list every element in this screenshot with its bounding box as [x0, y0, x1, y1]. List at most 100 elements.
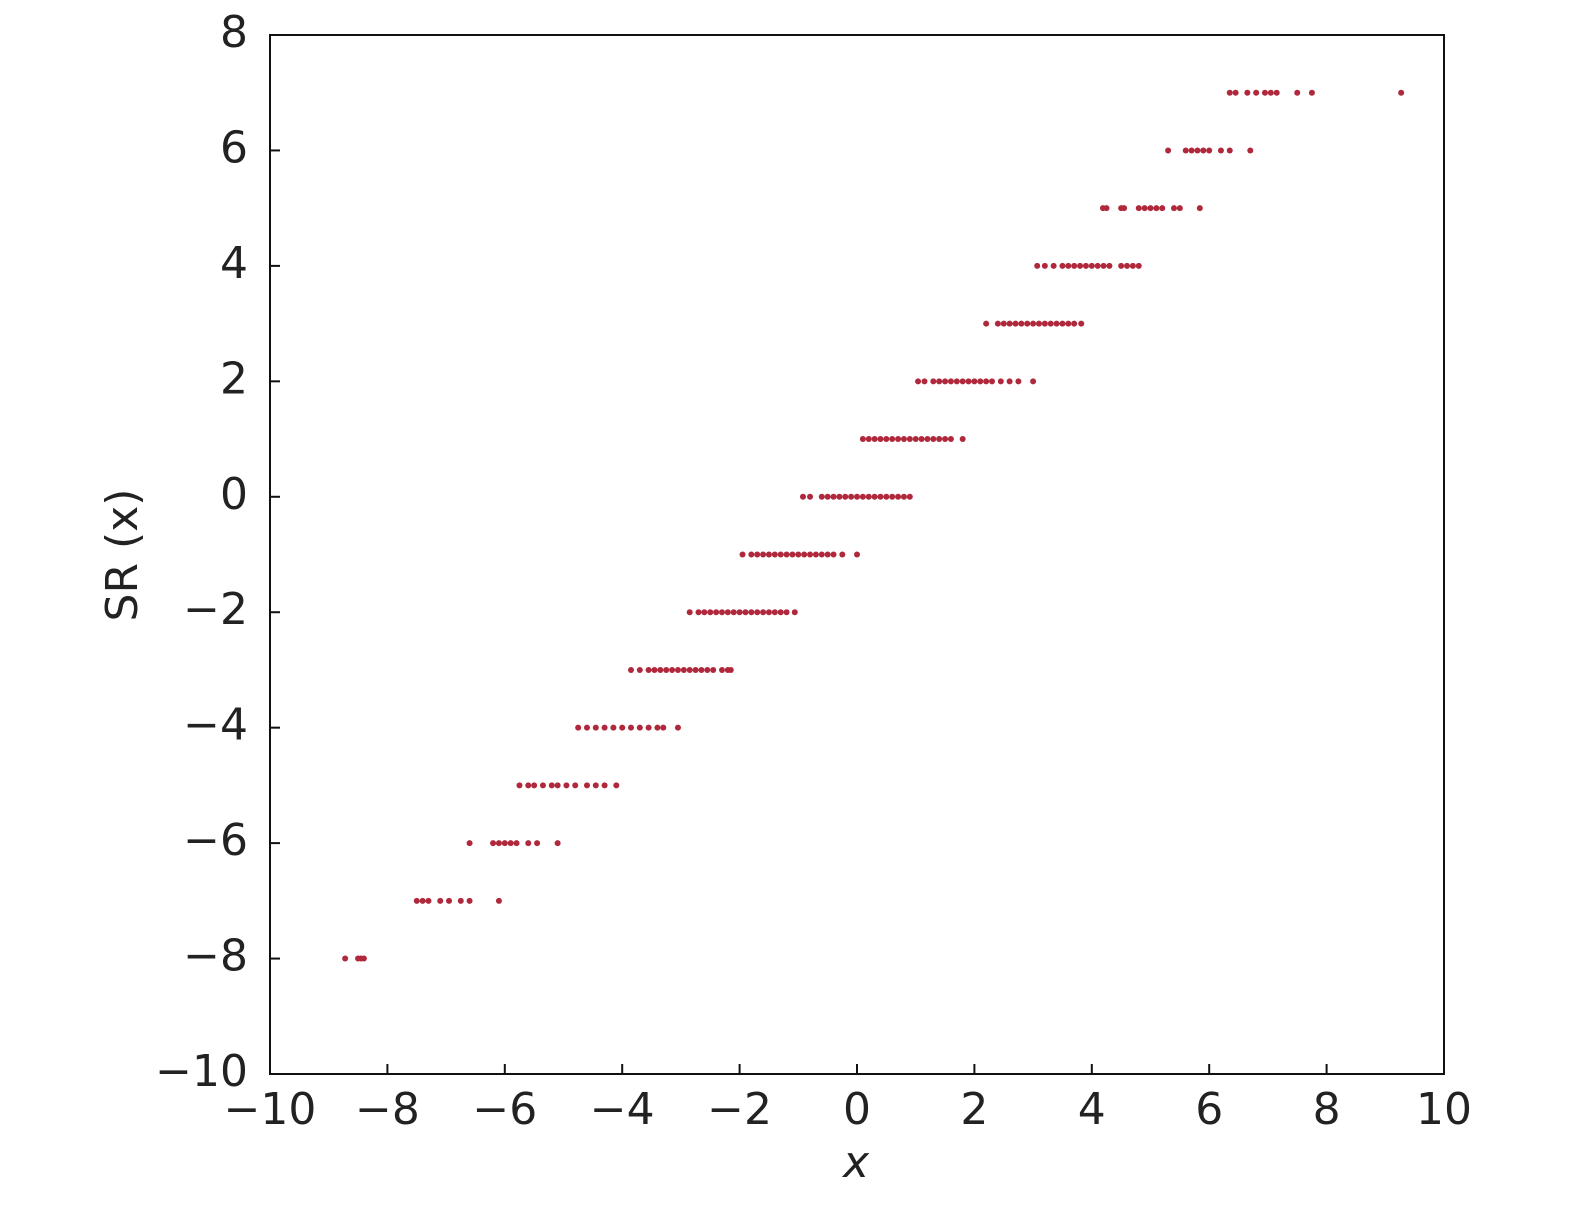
- point: [1196, 205, 1203, 212]
- point: [959, 436, 966, 443]
- y-tick-label: −4: [183, 700, 248, 751]
- point: [989, 378, 996, 385]
- point: [930, 436, 937, 443]
- x-tick-label: 4: [1078, 1084, 1106, 1135]
- point: [1000, 320, 1007, 327]
- point: [1100, 262, 1107, 269]
- point: [525, 782, 532, 789]
- x-tick-label: 0: [843, 1084, 871, 1135]
- point: [900, 436, 907, 443]
- point: [871, 493, 878, 500]
- point: [824, 551, 831, 558]
- point: [1077, 262, 1084, 269]
- point: [1059, 320, 1066, 327]
- point: [818, 493, 825, 500]
- point: [1071, 320, 1078, 327]
- point: [1050, 262, 1057, 269]
- point: [754, 609, 761, 616]
- y-tick-label: −2: [183, 584, 248, 635]
- point: [865, 436, 872, 443]
- point: [466, 840, 473, 847]
- x-axis-label: x: [841, 1137, 870, 1188]
- point: [1059, 262, 1066, 269]
- point: [1308, 89, 1315, 96]
- point: [548, 782, 555, 789]
- point: [628, 666, 635, 673]
- point: [1159, 205, 1166, 212]
- point: [1244, 89, 1251, 96]
- point: [730, 609, 737, 616]
- point: [771, 551, 778, 558]
- point: [936, 436, 943, 443]
- point: [1047, 320, 1054, 327]
- point: [1006, 378, 1013, 385]
- point: [748, 551, 755, 558]
- point: [977, 378, 984, 385]
- point: [507, 840, 514, 847]
- point: [1041, 262, 1048, 269]
- point: [971, 378, 978, 385]
- point: [657, 666, 664, 673]
- point: [936, 378, 943, 385]
- point: [812, 551, 819, 558]
- point: [601, 724, 608, 731]
- point: [437, 897, 444, 904]
- point: [601, 782, 608, 789]
- point: [1065, 320, 1072, 327]
- point: [801, 551, 808, 558]
- point: [1006, 320, 1013, 327]
- point: [1188, 147, 1195, 154]
- point: [865, 493, 872, 500]
- point: [1065, 262, 1072, 269]
- point: [1030, 378, 1037, 385]
- point: [1226, 147, 1233, 154]
- point: [1135, 262, 1142, 269]
- point: [619, 724, 626, 731]
- point: [636, 666, 643, 673]
- point: [1018, 320, 1025, 327]
- point: [859, 436, 866, 443]
- point: [906, 436, 913, 443]
- point: [791, 609, 798, 616]
- x-tick-label: 8: [1313, 1084, 1341, 1135]
- point: [807, 493, 814, 500]
- point: [947, 436, 954, 443]
- point: [924, 436, 931, 443]
- x-tick-label: −10: [224, 1084, 317, 1135]
- point: [918, 436, 925, 443]
- point: [799, 493, 806, 500]
- point: [953, 378, 960, 385]
- point: [495, 897, 502, 904]
- point: [947, 378, 954, 385]
- point: [1118, 262, 1125, 269]
- y-tick-label: −6: [183, 815, 248, 866]
- point: [1398, 89, 1405, 96]
- point: [1135, 205, 1142, 212]
- point: [425, 897, 432, 904]
- point: [575, 724, 582, 731]
- x-tick-label: −6: [472, 1084, 537, 1135]
- point: [466, 897, 473, 904]
- point: [854, 551, 860, 558]
- point: [1170, 205, 1177, 212]
- point: [1194, 147, 1201, 154]
- point: [830, 493, 837, 500]
- point: [1267, 89, 1274, 96]
- point: [1078, 320, 1085, 327]
- point: [1141, 205, 1148, 212]
- point: [654, 724, 661, 731]
- point: [490, 840, 497, 847]
- point: [636, 724, 643, 731]
- point: [883, 436, 890, 443]
- point: [871, 436, 878, 443]
- y-tick-label: 4: [220, 238, 248, 289]
- point: [680, 666, 687, 673]
- point: [360, 955, 367, 962]
- point: [713, 609, 720, 616]
- point: [718, 666, 725, 673]
- point: [1106, 262, 1113, 269]
- x-tick-label: −8: [355, 1084, 420, 1135]
- point: [610, 724, 617, 731]
- point: [501, 840, 508, 847]
- point: [921, 378, 928, 385]
